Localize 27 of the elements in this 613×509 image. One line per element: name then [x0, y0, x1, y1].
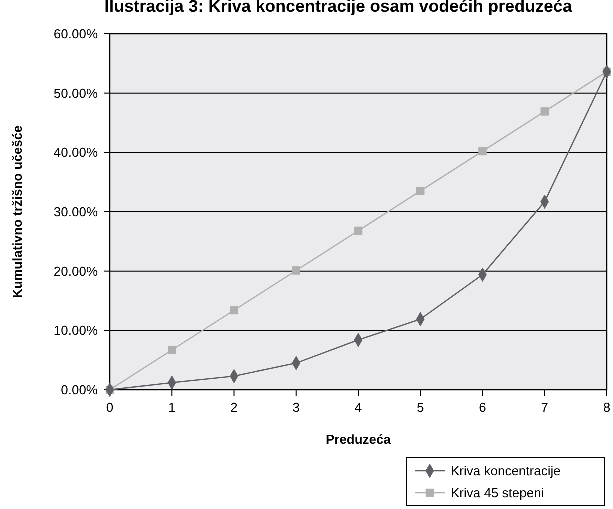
y-tick-label: 20.00% [54, 264, 98, 279]
point [354, 226, 363, 236]
point [416, 187, 425, 196]
x-tick-label: 2 [230, 400, 238, 415]
y-tick-label: 30.00% [54, 204, 98, 220]
point [478, 147, 487, 156]
y-tick-label: 0.00% [61, 382, 98, 398]
y-axis-title: Kumulativno tržišno učešće [10, 126, 25, 298]
x-tick-label: 7 [541, 400, 548, 415]
legend-label: Kriva 45 stepeni [451, 486, 544, 501]
x-tick-label: 5 [417, 400, 424, 415]
x-tick-label: 8 [603, 400, 611, 415]
y-tick-label: 50.00% [54, 86, 98, 101]
legend-label: Kriva koncentracije [451, 464, 561, 479]
x-tick-label: 3 [292, 400, 300, 415]
x-tick-label: 4 [354, 400, 362, 415]
y-tick-label: 40.00% [54, 145, 98, 160]
y-tick-label: 10.00% [54, 323, 98, 338]
point [168, 346, 176, 354]
y-tick-label: 60.00% [54, 26, 98, 42]
x-tick-label: 0 [106, 400, 114, 415]
point [230, 306, 238, 315]
x-axis-title: Preduzeća [326, 432, 392, 447]
x-tick-label: 6 [479, 400, 486, 415]
point [292, 266, 300, 275]
point [540, 108, 549, 116]
x-tick-label: 1 [168, 400, 176, 415]
